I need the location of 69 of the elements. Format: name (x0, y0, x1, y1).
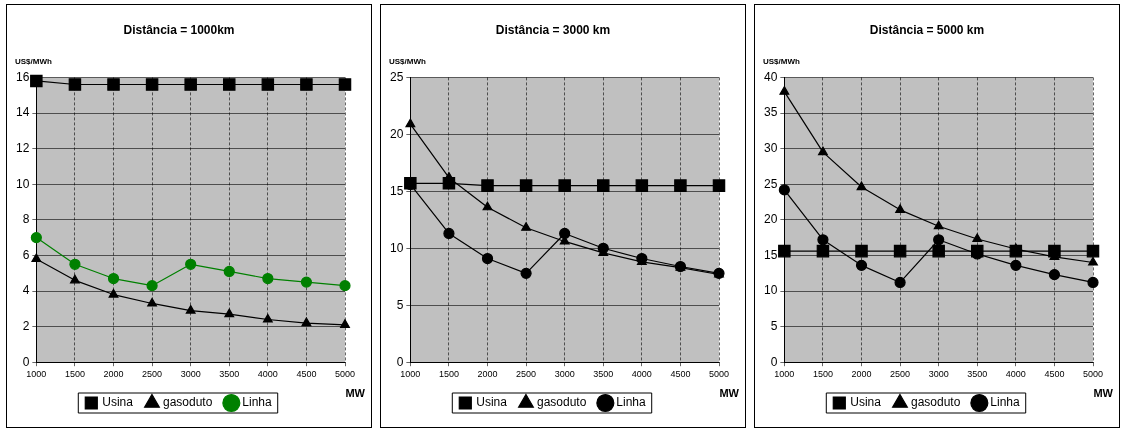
x-tick-label: 2500 (142, 369, 163, 380)
x-tick-label: 3000 (180, 369, 201, 380)
x-tick-label: 4500 (670, 369, 691, 380)
y-tick-label: 15 (763, 247, 778, 262)
y-tick-label: 30 (763, 140, 778, 155)
y-tick-label: 2 (22, 318, 30, 333)
y-tick-label: 8 (22, 212, 30, 227)
chart-title: Distância = 1000km (123, 22, 235, 37)
x-tick-label: 4000 (257, 369, 278, 380)
legend-label: gasoduto (536, 395, 587, 410)
legend-label: Linha (990, 395, 1021, 410)
x-tick-label: 5000 (708, 369, 730, 380)
y-tick-label: 25 (389, 69, 404, 84)
y-tick-label: 40 (763, 69, 778, 84)
y-tick-label: 4 (22, 283, 30, 298)
y-tick-label: 20 (763, 212, 778, 227)
legend-label: Usina (476, 395, 508, 410)
y-tick-label: 14 (15, 105, 30, 120)
x-tick-label: 2500 (890, 369, 911, 380)
y-tick-label: 25 (763, 176, 778, 191)
x-tick-label: 1500 (438, 369, 459, 380)
y-tick-label: 20 (389, 126, 404, 141)
x-tick-label: 3000 (554, 369, 575, 380)
x-tick-label: 4000 (1005, 369, 1026, 380)
chart-title: Distância = 3000 km (495, 22, 611, 37)
y-tick-label: 15 (389, 183, 404, 198)
legend-label: gasoduto (162, 395, 213, 410)
x-tick-label: 4000 (631, 369, 652, 380)
x-tick-label: 2500 (516, 369, 537, 380)
y-tick-label: 10 (389, 240, 404, 255)
x-tick-label: 3500 (967, 369, 988, 380)
y-tick-label: 10 (15, 176, 30, 191)
x-tick-label: 4500 (296, 369, 317, 380)
x-tick-label: 1000 (400, 369, 421, 380)
x-tick-label: 1500 (812, 369, 833, 380)
y-tick-label: 12 (15, 140, 30, 155)
y-tick-label: 5 (770, 318, 778, 333)
y-tick-label: 10 (763, 283, 778, 298)
x-tick-label: 5000 (1082, 369, 1104, 380)
y-tick-label: 0 (22, 354, 30, 369)
legend-label: Usina (102, 395, 134, 410)
x-tick-label: 1500 (64, 369, 85, 380)
legend-label: gasoduto (910, 395, 961, 410)
y-axis-title: US$/MWh (389, 56, 426, 66)
legend-label: Linha (616, 395, 647, 410)
x-tick-label: 3500 (219, 369, 240, 380)
x-tick-label: 2000 (103, 369, 124, 380)
y-tick-label: 16 (15, 69, 30, 84)
x-tick-label: 1000 (26, 369, 47, 380)
x-tick-label: 2000 (851, 369, 872, 380)
y-axis-title: US$/MWh (763, 56, 800, 66)
x-tick-label: 4500 (1044, 369, 1065, 380)
chart-title: Distância = 5000 km (869, 22, 985, 37)
x-tick-label: 1000 (774, 369, 795, 380)
y-tick-label: 5 (396, 297, 404, 312)
legend-label: Usina (850, 395, 882, 410)
x-tick-label: 3500 (593, 369, 614, 380)
y-tick-label: 0 (770, 354, 778, 369)
y-tick-label: 6 (22, 247, 30, 262)
x-tick-label: 2000 (477, 369, 498, 380)
x-axis-title: MW (1093, 386, 1114, 399)
legend-label: Linha (242, 395, 273, 410)
x-tick-label: 5000 (334, 369, 356, 380)
x-tick-label: 3000 (928, 369, 949, 380)
y-axis-title: US$/MWh (15, 56, 52, 66)
y-tick-label: 35 (763, 105, 778, 120)
x-axis-title: MW (345, 386, 366, 399)
y-tick-label: 0 (396, 354, 404, 369)
x-axis-title: MW (719, 386, 740, 399)
